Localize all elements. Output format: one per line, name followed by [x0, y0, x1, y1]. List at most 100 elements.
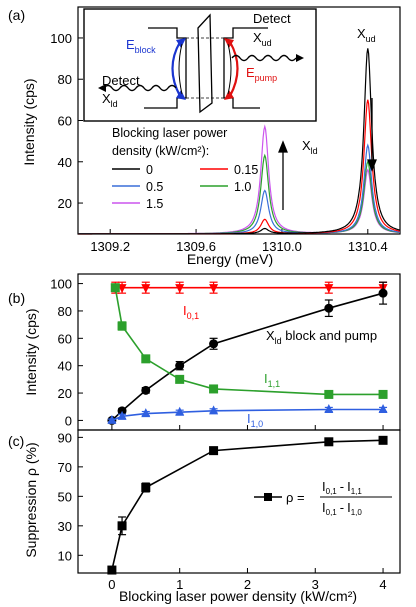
y-tick-label-a: 60	[58, 114, 72, 129]
data-point	[209, 284, 219, 294]
data-point	[107, 414, 117, 424]
photon-ld	[103, 84, 177, 92]
data-point	[324, 284, 334, 294]
data-point	[117, 521, 127, 531]
y-tick-label-c: 50	[58, 489, 72, 504]
y-tick-label-a: 80	[58, 72, 72, 87]
y-axis-label-c: Suppression ρ (%)	[23, 442, 39, 557]
y-ticks-c: 10 30 50 70 90	[58, 430, 83, 563]
data-point	[117, 284, 127, 294]
data-point	[117, 410, 127, 420]
spectra	[78, 48, 401, 235]
x-axis-label-a: Energy (meV)	[187, 251, 273, 267]
x-ticks-a: 1309.2 1309.6 1310.0 1310.4	[90, 229, 388, 254]
data-point	[209, 405, 219, 415]
up-arrow-xld	[278, 140, 288, 210]
panel-label-c: (c)	[8, 433, 24, 449]
legend-label-0.15: 0.15	[234, 163, 258, 177]
legend-label-0.5: 0.5	[146, 180, 163, 194]
y-tick-label-b: 0	[65, 413, 72, 428]
data-point	[107, 565, 117, 575]
series-line-b1	[111, 292, 384, 421]
data-point	[378, 288, 388, 298]
data-point	[324, 303, 334, 313]
y-axis-label-a: Intensity (cps)	[21, 78, 37, 165]
y-tick-label-c: 10	[58, 548, 72, 563]
inset-xud: Xud	[253, 30, 272, 48]
eblock-arrow	[171, 41, 181, 97]
data-point	[141, 385, 151, 395]
data-point	[378, 389, 388, 399]
inset-xld: Xld	[102, 91, 118, 109]
x-tick-label-a: 1309.6	[176, 239, 216, 254]
data-point	[175, 406, 185, 416]
data-point	[141, 482, 151, 492]
down-arrow-xud	[367, 98, 377, 172]
y-tick-label-c: 90	[58, 430, 72, 445]
x-tick-label-c: 0	[108, 577, 115, 592]
data-point	[209, 384, 219, 394]
series-b	[107, 281, 388, 425]
legend-c: ρ = I0,1- I1,1 I0,1- I1,0	[254, 479, 392, 517]
y-tick-label-c: 30	[58, 519, 72, 534]
x-tick-label-c: 4	[379, 577, 386, 592]
x-axis-label-c: Blocking laser power density (kW/cm²)	[119, 588, 357, 604]
x-tick-label-c: 1	[176, 577, 183, 592]
legend-numerator: I0,1- I1,1	[322, 479, 362, 496]
data-point	[117, 321, 127, 331]
label-i01: I0,1	[183, 303, 199, 321]
y-tick-label-b: 60	[58, 331, 72, 346]
legend-a: Blocking laser power density (kW/cm²): 0…	[112, 126, 258, 211]
data-point	[378, 435, 388, 445]
legend-rho: ρ =	[286, 490, 305, 505]
legend-label-1.5: 1.5	[146, 197, 163, 211]
right-well	[223, 27, 268, 109]
left-well	[144, 27, 187, 109]
y-tick-label-b: 80	[58, 304, 72, 319]
data-point	[175, 374, 185, 384]
inset-eblock: Eblock	[126, 37, 156, 55]
data-point	[209, 339, 219, 349]
label-i10: I1,0	[247, 411, 263, 429]
data-point	[324, 403, 334, 413]
epump-arrow	[229, 41, 239, 97]
inset-schematic: Detect Xud Detect Xld Eblock Epump	[83, 8, 317, 122]
y-ticks-a: 20 40 60 80 100	[50, 31, 83, 211]
legend-title-line2: density (kW/cm²):	[112, 144, 209, 158]
label-xld-block: Xld block and pump	[266, 328, 377, 346]
series-line-c0	[111, 439, 384, 571]
panel-label-a: (a)	[8, 7, 25, 23]
data-point	[141, 354, 151, 364]
data-point	[110, 283, 120, 293]
y-tick-label-a: 20	[58, 196, 72, 211]
panel-label-b: (b)	[8, 290, 25, 306]
data-point	[324, 437, 334, 447]
data-point	[175, 284, 185, 294]
inset-detect-ud: Detect	[253, 11, 291, 26]
x-tick-label-c: 3	[312, 577, 319, 592]
legend-label-1.0: 1.0	[234, 180, 251, 194]
inset-detect-ld: Detect	[102, 73, 140, 88]
data-point	[378, 403, 388, 413]
data-point	[209, 446, 219, 456]
data-point	[141, 408, 151, 418]
x-tick-label-a: 1310.0	[262, 239, 302, 254]
legend-title-line1: Blocking laser power	[112, 126, 227, 140]
label-xud: Xud	[357, 26, 376, 44]
inset-epump: Epump	[246, 65, 277, 83]
plot-frame-c	[77, 429, 401, 574]
data-point	[141, 284, 151, 294]
y-tick-label-a: 100	[50, 31, 72, 46]
legend-label-0: 0	[146, 163, 153, 177]
data-point	[324, 389, 334, 399]
y-tick-label-b: 20	[58, 386, 72, 401]
data-point	[175, 361, 185, 371]
spectrum-0	[78, 48, 401, 235]
y-tick-label-c: 70	[58, 460, 72, 475]
x-tick-label-a: 1310.4	[348, 239, 388, 254]
x-tick-label-c: 2	[244, 577, 251, 592]
legend-denominator: I0,1- I1,0	[322, 500, 362, 517]
x-tick-label-a: 1309.2	[90, 239, 130, 254]
x-ticks-b	[111, 425, 384, 430]
